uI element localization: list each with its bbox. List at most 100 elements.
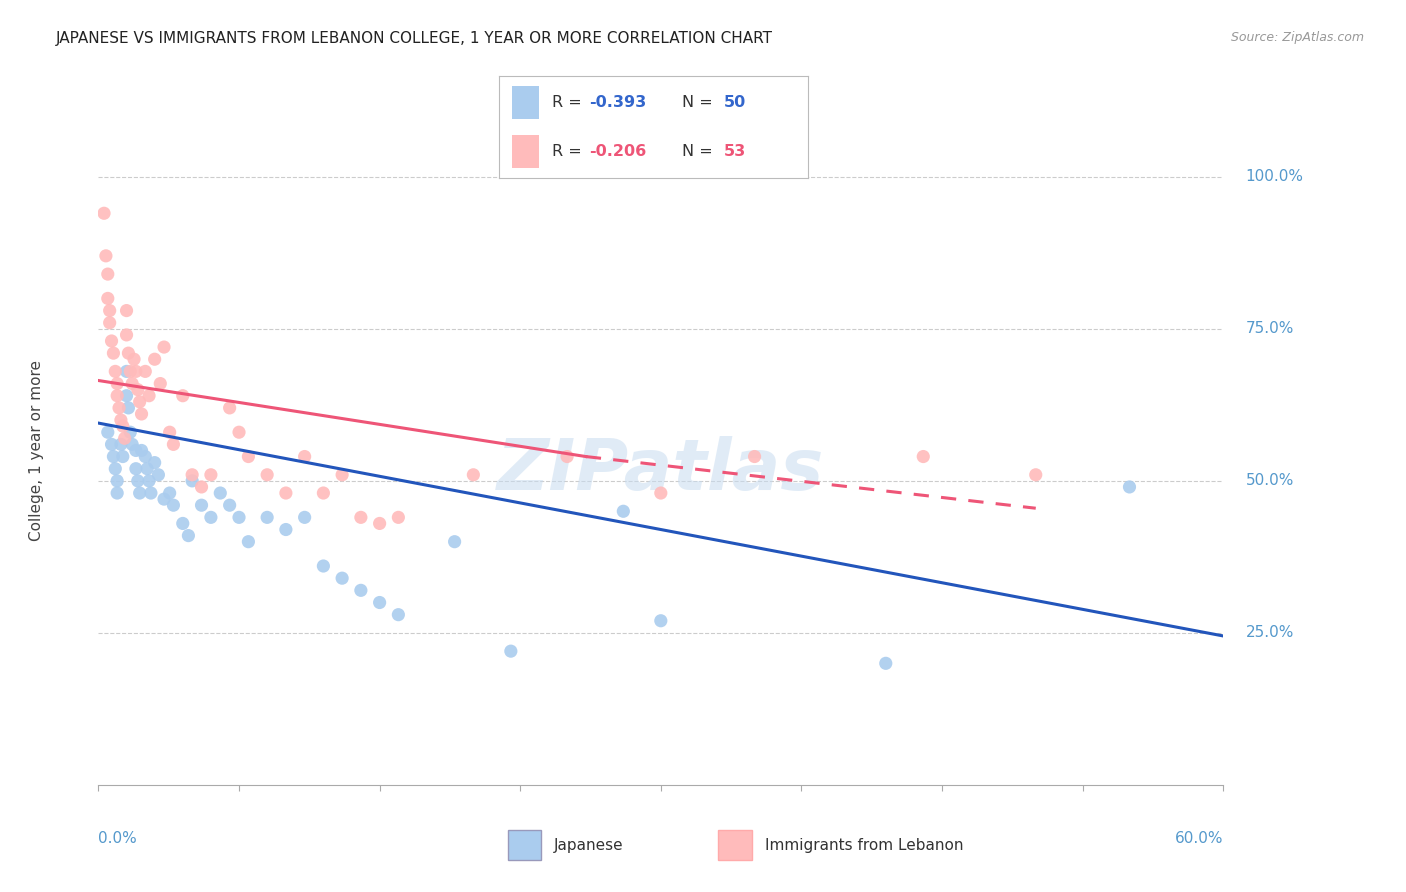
Point (162, 437, 184, 451)
Point (125, 364, 148, 378)
Point (128, 394, 150, 409)
Point (443, 534, 465, 549)
Point (172, 516, 194, 531)
Point (159, 425, 181, 440)
Bar (508, 830, 541, 860)
Point (387, 510, 409, 524)
Point (115, 327, 138, 342)
Point (153, 340, 176, 354)
Point (612, 504, 634, 518)
Point (100, 437, 122, 451)
Point (172, 389, 194, 403)
Point (117, 346, 139, 360)
Text: 60.0%: 60.0% (1175, 830, 1223, 846)
Point (134, 450, 156, 464)
Point (134, 364, 156, 378)
Text: Source: ZipAtlas.com: Source: ZipAtlas.com (1230, 31, 1364, 45)
Point (218, 401, 240, 415)
Point (294, 450, 316, 464)
Point (387, 607, 409, 622)
Point (350, 583, 373, 598)
Text: 75.0%: 75.0% (1246, 321, 1294, 336)
Point (93, 206, 115, 220)
Text: College, 1 year or more: College, 1 year or more (30, 360, 44, 541)
Point (136, 461, 159, 475)
Point (131, 443, 153, 458)
Point (115, 364, 138, 378)
Point (200, 467, 222, 482)
Point (650, 486, 672, 500)
Point (103, 450, 125, 464)
Point (110, 437, 132, 451)
Text: 53: 53 (723, 145, 745, 160)
Point (153, 492, 176, 507)
Text: JAPANESE VS IMMIGRANTS FROM LEBANON COLLEGE, 1 YEAR OR MORE CORRELATION CHART: JAPANESE VS IMMIGRANTS FROM LEBANON COLL… (56, 31, 773, 46)
Point (238, 450, 260, 464)
Point (1025, 467, 1047, 482)
Point (138, 389, 160, 403)
Point (117, 401, 139, 415)
Point (104, 364, 127, 378)
Text: Japanese: Japanese (554, 838, 624, 853)
Point (103, 346, 125, 360)
Point (114, 431, 136, 445)
Point (218, 498, 240, 512)
Point (912, 450, 935, 464)
Point (105, 486, 128, 500)
Point (209, 486, 232, 500)
Point (98, 316, 121, 330)
Point (100, 334, 122, 348)
Text: R =: R = (551, 145, 586, 160)
Point (121, 376, 143, 391)
Text: Immigrants from Lebanon: Immigrants from Lebanon (765, 838, 963, 853)
Point (162, 498, 184, 512)
Point (256, 467, 278, 482)
Point (105, 376, 128, 391)
Point (463, 467, 485, 482)
Text: -0.393: -0.393 (589, 95, 647, 110)
Point (330, 467, 353, 482)
Point (110, 413, 132, 427)
Point (149, 376, 172, 391)
Point (256, 510, 278, 524)
Text: 50.0%: 50.0% (1246, 474, 1294, 488)
Point (97, 425, 120, 440)
Point (200, 510, 222, 524)
Text: -0.206: -0.206 (589, 145, 647, 160)
Point (190, 480, 212, 494)
Point (115, 389, 138, 403)
Point (98, 303, 121, 318)
Point (368, 595, 391, 609)
Point (875, 657, 897, 671)
Text: 100.0%: 100.0% (1246, 169, 1303, 185)
Bar (718, 830, 752, 860)
Point (139, 486, 162, 500)
Point (555, 450, 578, 464)
Point (115, 303, 138, 318)
Point (128, 486, 150, 500)
Point (105, 474, 128, 488)
Point (744, 450, 766, 464)
Text: 50: 50 (723, 95, 745, 110)
Text: 0.0%: 0.0% (98, 830, 138, 846)
Point (312, 559, 335, 574)
Point (228, 510, 250, 524)
Point (108, 401, 131, 415)
Point (104, 461, 127, 475)
Point (148, 467, 170, 482)
Point (181, 467, 204, 482)
Point (111, 419, 134, 434)
Point (94, 249, 117, 263)
Point (228, 425, 250, 440)
Point (131, 407, 153, 421)
Point (312, 486, 335, 500)
Point (350, 510, 373, 524)
Bar (512, 87, 540, 119)
Point (120, 425, 142, 440)
Point (274, 523, 297, 537)
Point (143, 352, 166, 367)
Point (1118, 480, 1140, 494)
Point (238, 534, 260, 549)
Point (177, 528, 200, 542)
Point (125, 461, 148, 475)
